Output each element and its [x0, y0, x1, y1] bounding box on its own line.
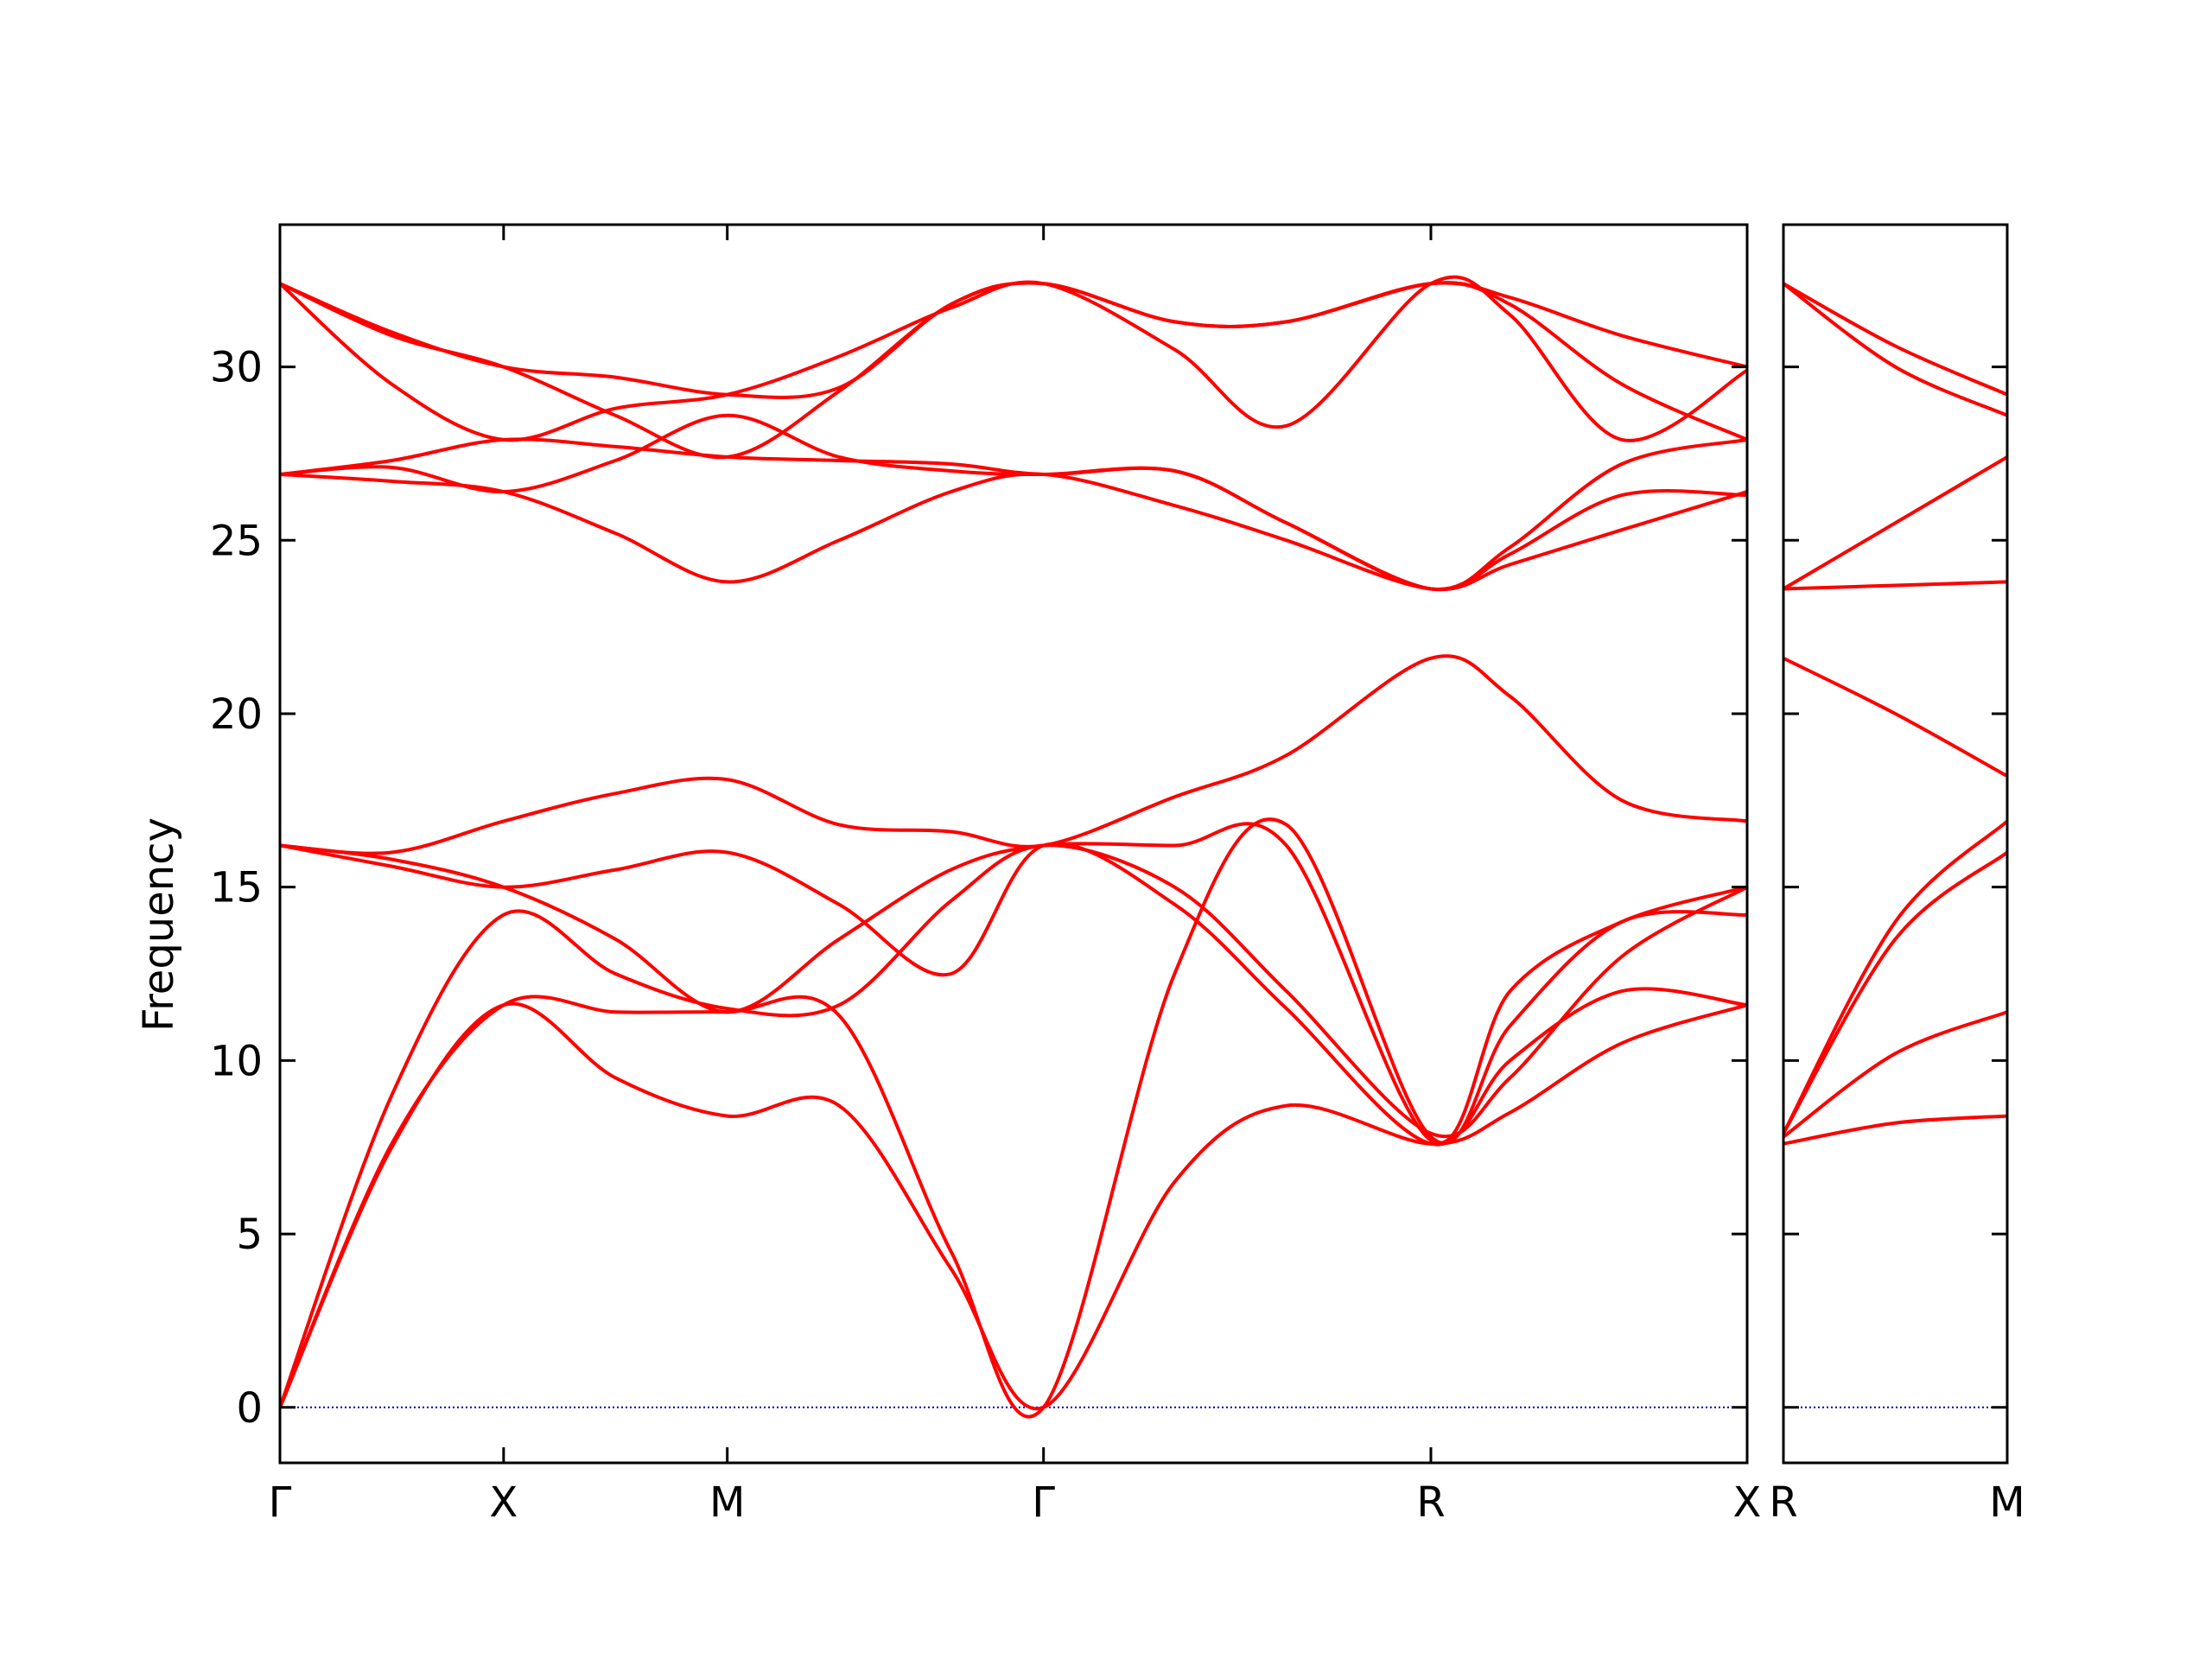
y-tick-label: 10 — [210, 1037, 263, 1085]
y-axis-label: Frequency — [135, 817, 183, 1032]
main-plot-panel: 0 5 10 15 20 25 30 Γ X M Γ R X — [210, 223, 1762, 1527]
band-line-secondary-7 — [1783, 454, 2007, 591]
x-tick-label-main-3: Γ — [1032, 1478, 1055, 1527]
x-tick-label-main-5: X — [1733, 1478, 1762, 1527]
plot-frame — [1782, 223, 2009, 1465]
band-line-secondary-5 — [1783, 656, 2007, 779]
y-tick-label: 5 — [236, 1211, 263, 1259]
band-line-secondary-9 — [1783, 282, 2007, 397]
y-tick-label: 30 — [210, 344, 263, 392]
x-tick-label-main-2: M — [709, 1478, 745, 1527]
band-line-main-3 — [280, 817, 1747, 1419]
plot-frame — [278, 223, 1749, 1465]
x-tick-label-main-4: R — [1416, 1478, 1445, 1527]
band-line-main-8 — [280, 413, 1747, 592]
y-tick-label: 15 — [210, 864, 263, 912]
band-line-secondary-4 — [1783, 819, 2007, 1135]
x-tick-label-main-1: X — [489, 1478, 518, 1527]
x-tick-label-main-0: Γ — [269, 1478, 292, 1527]
x-tick-label-secondary-1: M — [1989, 1478, 2024, 1527]
band-line-secondary-8 — [1783, 282, 2007, 417]
band-line-secondary-6 — [1783, 580, 2007, 591]
band-line-secondary-2 — [1783, 1010, 2007, 1139]
x-tick-label-secondary-0: R — [1769, 1478, 1797, 1527]
y-tick-label: 0 — [236, 1384, 263, 1433]
band-line-main-6 — [280, 654, 1747, 855]
band-line-main-12 — [280, 281, 1747, 399]
y-tick-label: 25 — [210, 517, 263, 565]
band-line-secondary-1 — [1783, 1114, 2007, 1146]
y-tick-label: 20 — [210, 690, 263, 739]
band-line-main-4 — [280, 842, 1747, 1147]
band-line-main-7 — [280, 472, 1747, 592]
band-line-main-1 — [280, 843, 1747, 1409]
